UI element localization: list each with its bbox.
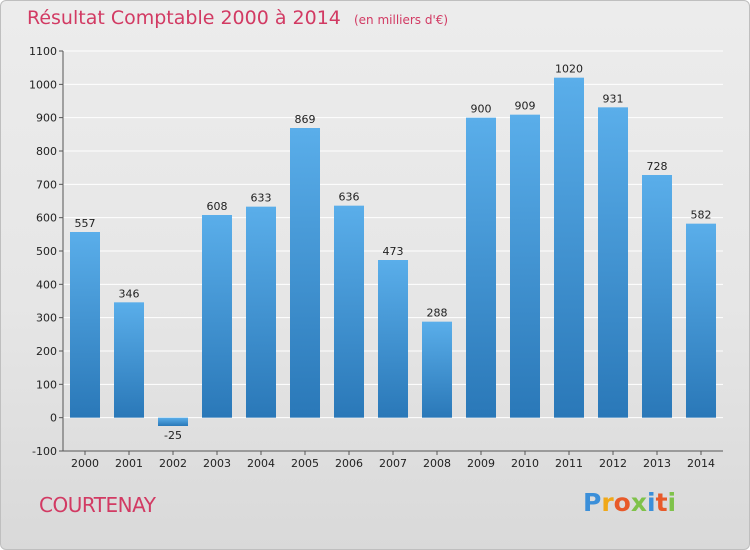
x-tick-label: 2006 <box>335 457 363 470</box>
x-tick-label: 2001 <box>115 457 143 470</box>
x-tick-label: 2008 <box>423 457 451 470</box>
x-tick-label: 2003 <box>203 457 231 470</box>
x-tick-label: 2007 <box>379 457 407 470</box>
data-label: 931 <box>603 92 624 105</box>
y-tick-label: 600 <box>36 212 57 225</box>
bar <box>202 215 232 418</box>
y-tick-label: 700 <box>36 178 57 191</box>
data-label: 633 <box>251 192 272 205</box>
x-tick-label: 2009 <box>467 457 495 470</box>
bar <box>686 223 716 418</box>
bar <box>378 260 408 418</box>
chart-header: Résultat Comptable 2000 à 2014 (en milli… <box>27 7 448 29</box>
data-label: 909 <box>515 100 536 113</box>
data-label: 728 <box>647 160 668 173</box>
x-tick-label: 2004 <box>247 457 275 470</box>
y-tick-label: 300 <box>36 312 57 325</box>
bar <box>290 128 320 418</box>
data-label: 608 <box>207 200 228 213</box>
bar <box>70 232 100 418</box>
proxiti-logo: Proxiti <box>583 488 676 517</box>
bar <box>334 205 364 418</box>
y-tick-label: 500 <box>36 245 57 258</box>
y-tick-label: -100 <box>32 445 57 458</box>
chart-subtitle: (en milliers d'€) <box>353 13 449 27</box>
bar <box>466 117 496 418</box>
x-tick-label: 2011 <box>555 457 583 470</box>
data-label: 869 <box>295 113 316 126</box>
bar <box>598 107 628 418</box>
y-tick-label: 100 <box>36 378 57 391</box>
x-tick-label: 2000 <box>71 457 99 470</box>
y-tick-label: 1000 <box>29 78 57 91</box>
bar <box>554 77 584 418</box>
bar <box>422 321 452 418</box>
y-tick-label: 200 <box>36 345 57 358</box>
data-label: 473 <box>383 245 404 258</box>
x-tick-label: 2005 <box>291 457 319 470</box>
logo-letter: o <box>613 488 631 517</box>
chart-title: Résultat Comptable 2000 à 2014 <box>27 7 341 29</box>
commune-name: COURTENAY <box>39 493 156 517</box>
bar <box>510 114 540 418</box>
logo-letter: i <box>667 488 677 517</box>
logo-letter: i <box>647 488 656 517</box>
bar <box>114 302 144 418</box>
data-label: 636 <box>339 191 360 204</box>
bar <box>246 206 276 418</box>
data-label: -25 <box>164 429 182 442</box>
data-label: 900 <box>471 103 492 116</box>
y-tick-label: 0 <box>50 412 57 425</box>
y-tick-label: 400 <box>36 278 57 291</box>
bar <box>642 175 672 418</box>
logo-letter: t <box>655 488 668 517</box>
x-tick-label: 2010 <box>511 457 539 470</box>
bar <box>158 417 188 426</box>
y-tick-label: 800 <box>36 145 57 158</box>
data-label: 346 <box>119 287 140 300</box>
data-label: 288 <box>427 307 448 320</box>
x-tick-label: 2013 <box>643 457 671 470</box>
x-tick-label: 2002 <box>159 457 187 470</box>
data-label: 582 <box>691 209 712 222</box>
x-tick-label: 2014 <box>687 457 715 470</box>
logo-letter: P <box>583 488 602 517</box>
data-label: 1020 <box>555 63 583 76</box>
logo-letter: x <box>630 488 647 517</box>
y-tick-label: 900 <box>36 112 57 125</box>
y-tick-label: 1100 <box>29 45 57 58</box>
data-label: 557 <box>75 217 96 230</box>
x-tick-label: 2012 <box>599 457 627 470</box>
logo-letter: r <box>601 488 614 517</box>
